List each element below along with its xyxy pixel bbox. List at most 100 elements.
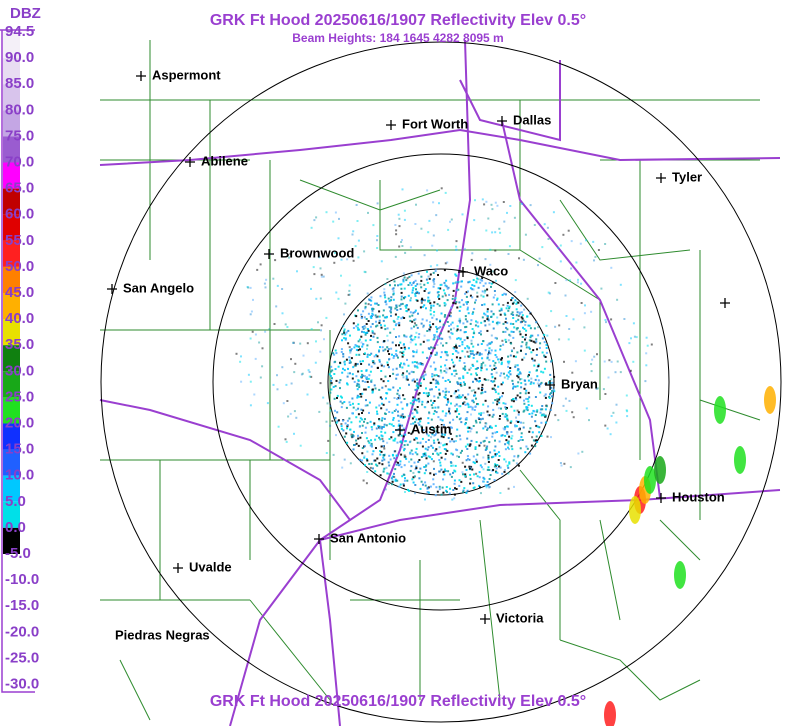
echo-pixel — [435, 268, 438, 271]
echo-pixel — [416, 361, 418, 364]
echo-pixel — [325, 211, 328, 214]
echo-pixel — [409, 311, 412, 314]
echo-pixel — [399, 483, 402, 486]
echo-pixel — [382, 445, 385, 447]
echo-pixel — [456, 409, 459, 412]
echo-pixel — [485, 486, 488, 489]
city-label: Dallas — [513, 112, 551, 127]
echo-pixel — [464, 403, 467, 406]
echo-pixel — [494, 377, 497, 380]
echo-pixel — [442, 323, 445, 326]
echo-pixel — [252, 298, 254, 301]
echo-pixel — [477, 403, 480, 406]
city-label: Houston — [672, 489, 725, 504]
echo-pixel — [408, 460, 411, 463]
echo-pixel — [369, 420, 372, 423]
echo-pixel — [361, 330, 363, 333]
echo-pixel — [353, 380, 356, 383]
echo-pixel — [514, 424, 516, 427]
echo-pixel — [524, 383, 527, 386]
echo-pixel — [437, 396, 440, 399]
echo-pixel — [504, 313, 507, 316]
echo-pixel — [435, 486, 438, 489]
echo-pixel — [451, 332, 454, 335]
echo-pixel — [570, 240, 573, 243]
echo-pixel — [434, 270, 437, 273]
echo-pixel — [432, 483, 435, 486]
echo-pixel — [470, 339, 473, 342]
echo-pixel — [455, 488, 458, 490]
echo-pixel — [424, 466, 427, 469]
echo-pixel — [320, 275, 323, 278]
echo-pixel — [474, 199, 476, 202]
echo-pixel — [453, 369, 456, 372]
echo-pixel — [429, 365, 432, 368]
echo-pixel — [538, 431, 541, 434]
echo-pixel — [439, 319, 442, 322]
echo-pixel — [374, 459, 377, 462]
echo-pixel — [370, 442, 373, 445]
echo-pixel — [355, 348, 358, 351]
echo-pixel — [259, 376, 262, 379]
echo-pixel — [313, 219, 316, 222]
echo-pixel — [543, 394, 546, 397]
echo-pixel — [535, 354, 538, 356]
echo-pixel — [413, 319, 416, 322]
echo-pixel — [510, 405, 513, 408]
echo-pixel — [594, 255, 597, 258]
echo-pixel — [512, 382, 514, 385]
echo-pixel — [342, 429, 345, 432]
echo-pixel — [363, 455, 366, 458]
echo-pixel — [455, 356, 458, 359]
echo-pixel — [356, 388, 359, 391]
echo-pixel — [454, 369, 457, 372]
echo-pixel — [482, 284, 485, 287]
echo-pixel — [392, 417, 395, 419]
echo-pixel — [390, 423, 393, 426]
echo-pixel — [455, 343, 457, 346]
echo-pixel — [396, 318, 399, 320]
echo-pixel — [470, 427, 473, 430]
echo-pixel — [475, 458, 478, 461]
echo-pixel — [509, 205, 512, 207]
echo-pixel — [443, 396, 446, 398]
echo-pixel — [433, 467, 435, 470]
echo-pixel — [443, 281, 446, 284]
echo-pixel — [433, 334, 436, 336]
echo-pixel — [531, 412, 534, 415]
echo-pixel — [521, 317, 524, 320]
echo-pixel — [470, 439, 473, 442]
echo-pixel — [418, 392, 421, 395]
echo-pixel — [496, 316, 499, 319]
echo-pixel — [554, 325, 557, 328]
echo-pixel — [370, 426, 373, 428]
echo-pixel — [630, 337, 632, 340]
echo-pixel — [382, 314, 385, 317]
echo-pixel — [355, 384, 358, 387]
echo-pixel — [378, 436, 381, 439]
echo-pixel — [498, 398, 501, 401]
echo-pixel — [399, 351, 402, 354]
echo-pixel — [473, 353, 476, 356]
echo-pixel — [379, 450, 382, 452]
echo-pixel — [446, 398, 449, 401]
legend-label: 35.0 — [5, 336, 34, 353]
echo-pixel — [402, 484, 405, 487]
echo-pixel — [506, 321, 509, 324]
echo-pixel — [532, 340, 535, 343]
echo-pixel — [528, 339, 531, 342]
echo-pixel — [406, 358, 408, 361]
echo-pixel — [388, 411, 391, 413]
echo-pixel — [402, 278, 405, 281]
echo-pixel — [525, 389, 528, 392]
echo-pixel — [517, 464, 520, 467]
echo-pixel — [400, 241, 403, 243]
echo-pixel — [364, 404, 367, 407]
county-lines — [100, 40, 761, 721]
echo-pixel — [429, 302, 432, 305]
echo-pixel — [483, 439, 486, 442]
echo-pixel — [412, 350, 415, 353]
echo-pixel — [336, 420, 339, 423]
echo-pixel — [458, 418, 461, 421]
echo-pixel — [524, 336, 527, 339]
